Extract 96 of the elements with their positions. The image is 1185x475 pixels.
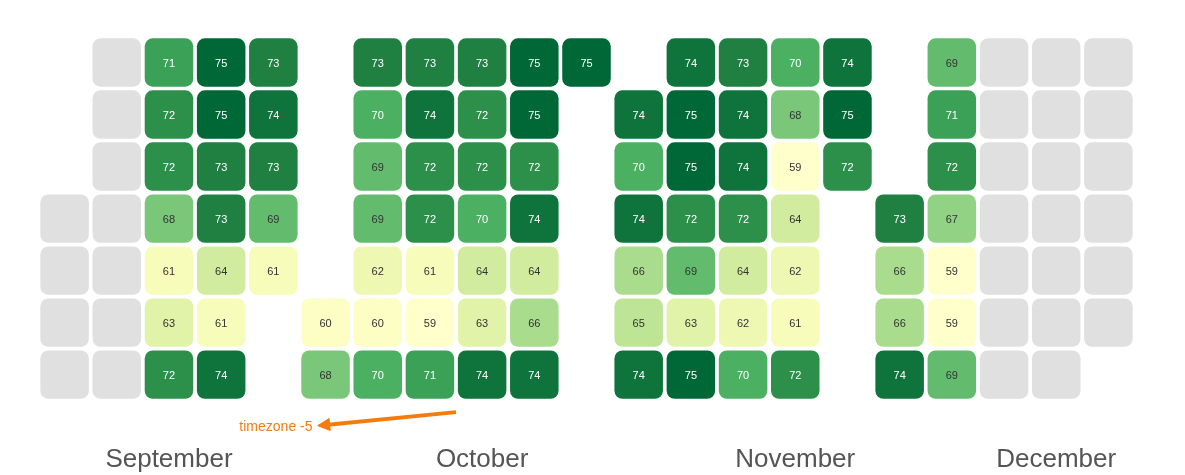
data-label: 75 — [528, 108, 541, 121]
data-label: 71 — [162, 56, 176, 69]
data-label: 72 — [945, 160, 958, 173]
data-label: 68 — [319, 368, 332, 381]
data-label: 59 — [945, 264, 958, 277]
data-label: 70 — [371, 108, 384, 121]
data-label: 73 — [476, 56, 489, 69]
data-label: 74 — [423, 108, 437, 121]
data-label: 72 — [476, 108, 489, 121]
data-label: 60 — [371, 316, 384, 329]
data-label: 74 — [267, 108, 280, 121]
data-label: 73 — [371, 56, 384, 69]
data-label: 70 — [736, 368, 750, 381]
data-label: 74 — [528, 368, 541, 381]
data-label: 70 — [371, 368, 384, 381]
data-label: 67 — [945, 212, 958, 225]
x-tick-label: September — [105, 442, 233, 473]
data-label: 61 — [215, 316, 228, 329]
data-label: 70 — [632, 160, 645, 173]
data-label: 68 — [162, 212, 176, 225]
data-label: 75 — [684, 108, 698, 121]
data-label: 66 — [893, 264, 906, 277]
data-label: 61 — [423, 264, 437, 277]
data-label: 72 — [841, 160, 854, 173]
data-label: 74 — [841, 56, 854, 69]
data-label: 74 — [684, 56, 698, 69]
data-label: 60 — [319, 316, 332, 329]
data-label: 65 — [632, 316, 645, 329]
data-label: 72 — [162, 160, 176, 173]
data-label: 72 — [528, 160, 541, 173]
data-label: 75 — [528, 56, 541, 69]
data-label: 74 — [736, 108, 750, 121]
data-label: 66 — [632, 264, 645, 277]
data-label: 73 — [267, 56, 280, 69]
data-label: 72 — [476, 160, 489, 173]
data-label: 61 — [162, 264, 176, 277]
data-label: 69 — [371, 212, 384, 225]
data-label: 72 — [423, 160, 437, 173]
data-label: 69 — [945, 56, 958, 69]
data-label: 72 — [736, 212, 750, 225]
data-label: 71 — [423, 368, 437, 381]
data-label: 62 — [371, 264, 384, 277]
text: timezone -5 — [239, 417, 313, 434]
data-label: 72 — [423, 212, 437, 225]
data-label: 75 — [215, 56, 228, 69]
data-label: 73 — [736, 56, 750, 69]
data-label: 75 — [684, 368, 698, 381]
data-label: 74 — [632, 368, 645, 381]
data-label: 72 — [162, 108, 176, 121]
data-label: 69 — [945, 368, 958, 381]
data-label: 68 — [789, 108, 802, 121]
data-label: 73 — [215, 212, 228, 225]
data-label: 72 — [789, 368, 802, 381]
x-tick-label: December — [996, 442, 1117, 473]
data-label: 75 — [580, 56, 593, 69]
data-label: 64 — [736, 264, 750, 277]
data-label: 62 — [789, 264, 802, 277]
data-label: 66 — [528, 316, 541, 329]
data-label: 73 — [215, 160, 228, 173]
data-label: 64 — [476, 264, 489, 277]
data-label: 70 — [789, 56, 802, 69]
data-label: 63 — [684, 316, 698, 329]
data-label: 71 — [945, 108, 958, 121]
data-label: 74 — [476, 368, 489, 381]
data-label: 74 — [632, 108, 645, 121]
data-label: 72 — [684, 212, 698, 225]
data-label: 59 — [789, 160, 802, 173]
data-label: 63 — [162, 316, 176, 329]
data-label: 64 — [215, 264, 228, 277]
data-label: 61 — [267, 264, 280, 277]
data-label: 69 — [684, 264, 698, 277]
data-label: 73 — [893, 212, 906, 225]
data-label: 75 — [841, 108, 854, 121]
data-label: 59 — [423, 316, 437, 329]
data-label: 74 — [736, 160, 750, 173]
x-tick-label: October — [435, 442, 529, 473]
data-label: 64 — [789, 212, 802, 225]
data-label: 69 — [371, 160, 384, 173]
data-label: 74 — [215, 368, 228, 381]
data-label: 73 — [267, 160, 280, 173]
data-label: 64 — [528, 264, 541, 277]
x-tick-label: November — [735, 442, 856, 473]
data-label: 74 — [528, 212, 541, 225]
data-label: 69 — [267, 212, 280, 225]
data-label: 61 — [789, 316, 802, 329]
data-label: 75 — [684, 160, 698, 173]
data-label: 73 — [423, 56, 437, 69]
data-label: 74 — [632, 212, 645, 225]
data-label: 75 — [215, 108, 228, 121]
data-label: 72 — [162, 368, 176, 381]
data-label: 62 — [736, 316, 750, 329]
data-label: 59 — [945, 316, 958, 329]
data-label: 66 — [893, 316, 906, 329]
data-label: 70 — [476, 212, 489, 225]
data-label: 74 — [893, 368, 906, 381]
data-label: 63 — [476, 316, 489, 329]
